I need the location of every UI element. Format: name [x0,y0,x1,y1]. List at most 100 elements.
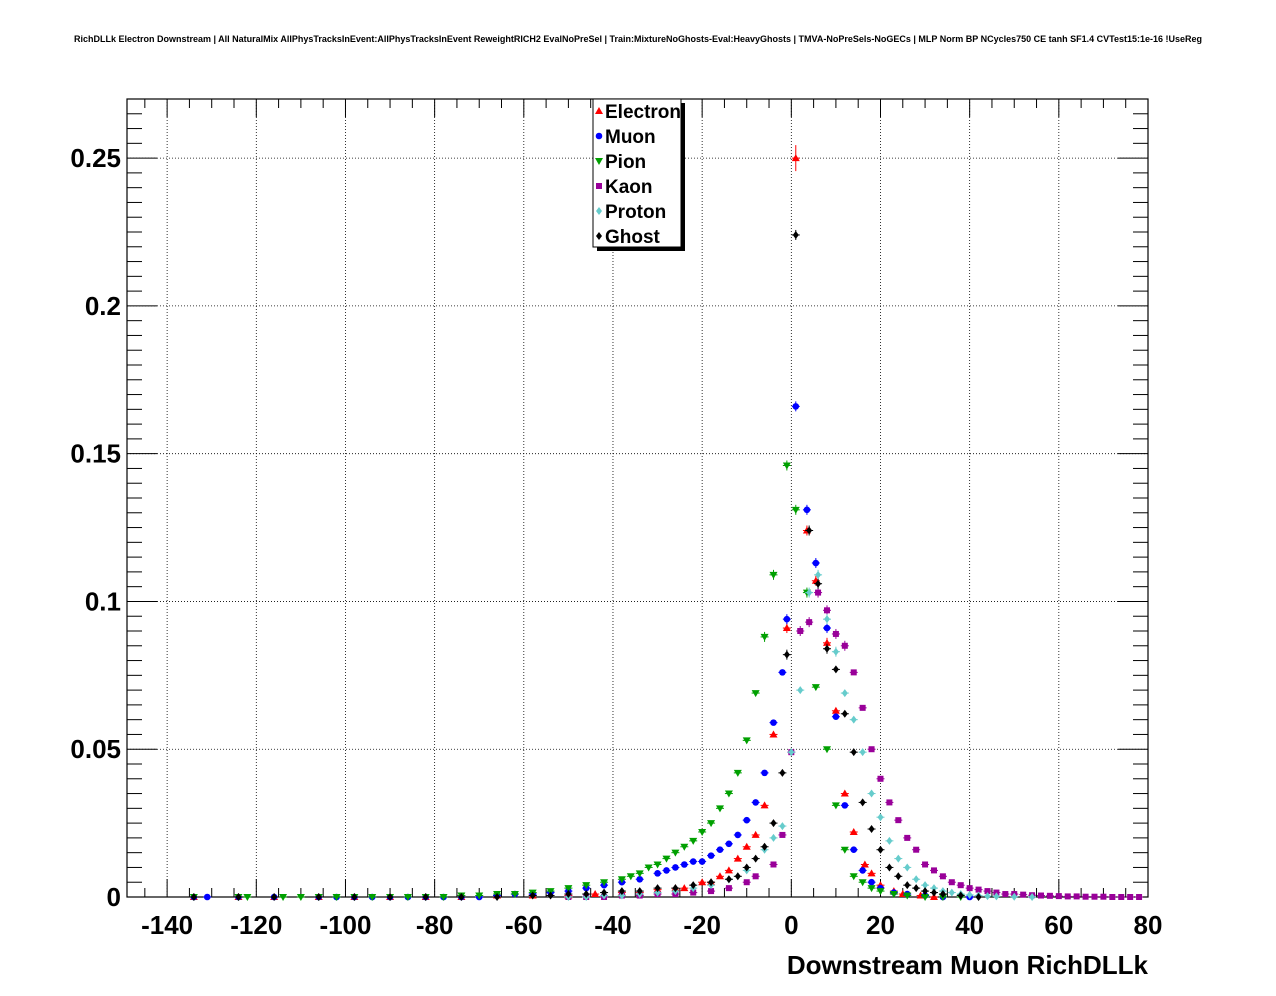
pion-point [635,870,644,878]
x-tick-label: 80 [1134,910,1163,940]
muon-point [672,864,679,871]
ghost-point [271,893,278,901]
legend-label-electron: Electron [605,102,681,123]
pion-point [332,894,341,901]
kaon-point [1055,893,1062,900]
x-tick-labels: -140 -120 -100 -80 -60 -40 -20 0 20 40 60 80 [141,910,1162,940]
muon-point [681,861,688,868]
muon-point [663,867,670,874]
kaon-point [1127,894,1134,900]
proton-point [850,715,857,724]
kaon-point [815,589,822,596]
ghost-point [708,878,715,887]
kaon-point [725,885,732,892]
kaon-point [948,879,955,886]
ghost-point [190,893,197,901]
muon-point [743,816,751,824]
proton-point [922,881,929,890]
kaon-point [823,607,830,614]
ghost-point [235,893,242,901]
ghost-point [904,881,911,890]
pion-point [742,737,751,745]
kaon-point [859,704,866,711]
pion-point [403,894,412,901]
pion-point [439,894,448,901]
pion-point [626,873,635,881]
muon-point [832,713,840,721]
ghost-point [529,891,536,900]
x-tick-label: -80 [416,910,454,940]
kaon-point [984,888,991,895]
x-tick-label: -40 [594,910,632,940]
kaon-point [886,799,893,806]
ghost-point [779,768,786,777]
pion-point [279,894,288,901]
ghost-point [618,887,625,896]
legend-marker-proton [596,207,602,215]
pion-point [876,888,885,896]
pion-point [811,684,820,692]
ghost-point [806,526,813,535]
ghost-point [939,890,946,899]
electron-point [742,842,751,850]
series-proton [564,569,1037,901]
series-pion [189,460,965,901]
ghost-point [690,881,697,890]
pion-point [751,690,760,698]
muon-point [812,559,820,567]
kaon-point [743,879,750,886]
ghost-point [783,650,790,659]
legend-label-pion: Pion [605,152,646,173]
kaon-point [1091,893,1098,900]
kaon-point [1020,891,1027,898]
ghost-point [387,893,394,901]
pion-point [564,885,573,893]
pion-point [662,855,671,863]
proton-point [841,689,848,698]
pion-point [791,506,800,514]
pion-point [671,849,680,857]
kaon-point [939,873,946,880]
muon-point [868,878,875,886]
ghost-point [868,825,875,834]
y-tick-label: 0.05 [70,734,121,764]
muon-point [783,615,791,623]
muon-point [841,802,849,809]
kaon-point [922,861,929,868]
ghost-point [895,872,902,881]
chart-title: RichDLLk Electron Downstream | All Natur… [74,34,1202,44]
y-tick-label: 0.1 [85,586,121,616]
legend-label-proton: Proton [605,202,666,223]
pion-point [644,864,653,872]
ghost-point [957,891,964,900]
muon-point [761,769,768,777]
electron-point [698,878,707,886]
muon-point [698,858,706,865]
ghost-point [886,863,893,872]
proton-point [1011,892,1018,901]
muon-point [779,669,786,676]
ghost-point [841,709,848,718]
kaon-point [841,642,848,649]
ghost-point [832,665,839,674]
kaon-point [975,886,982,893]
proton-point [618,891,625,900]
x-tick-label: 20 [866,910,895,940]
ghost-point [458,893,465,901]
x-tick-label: -60 [505,910,543,940]
ghost-point [547,891,554,900]
kaon-point [868,746,875,753]
kaon-point [1082,893,1089,900]
pion-point [760,633,769,641]
proton-point [984,892,991,901]
ghost-point [636,887,643,896]
kaon-point [1064,893,1071,900]
legend-marker-muon [595,132,603,140]
kaon-point [850,669,857,676]
series-ghost [189,229,983,901]
y-tick-label: 0.15 [70,439,121,469]
y-tick-label: 0.25 [70,143,121,173]
muon-point [850,846,858,854]
ghost-point [725,875,732,884]
legend-marker-ghost [596,232,602,240]
